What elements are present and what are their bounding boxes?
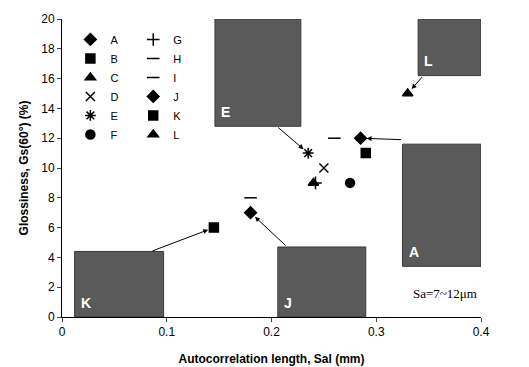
svg-text:16: 16 bbox=[41, 72, 55, 86]
svg-text:Glossiness, Gs(60°) (%): Glossiness, Gs(60°) (%) bbox=[17, 101, 31, 236]
svg-text:0: 0 bbox=[48, 310, 55, 324]
svg-text:L: L bbox=[173, 129, 179, 141]
svg-text:D: D bbox=[110, 91, 118, 103]
svg-text:0: 0 bbox=[59, 325, 66, 339]
svg-text:E: E bbox=[221, 104, 230, 120]
svg-text:J: J bbox=[173, 91, 179, 103]
svg-text:Autocorrelation length, Sal (m: Autocorrelation length, Sal (mm) bbox=[178, 352, 364, 366]
svg-text:0.3: 0.3 bbox=[368, 325, 385, 339]
svg-text:F: F bbox=[110, 129, 117, 141]
svg-text:A: A bbox=[409, 244, 419, 260]
svg-text:0.2: 0.2 bbox=[263, 325, 280, 339]
svg-text:H: H bbox=[173, 53, 181, 65]
svg-text:10: 10 bbox=[41, 161, 55, 175]
svg-text:12: 12 bbox=[41, 131, 55, 145]
svg-text:C: C bbox=[110, 72, 118, 84]
svg-text:0.1: 0.1 bbox=[158, 325, 175, 339]
svg-text:20: 20 bbox=[41, 12, 55, 26]
svg-text:E: E bbox=[110, 110, 117, 122]
svg-text:Sa=7~12μm: Sa=7~12μm bbox=[413, 286, 477, 301]
svg-text:8: 8 bbox=[48, 191, 55, 205]
svg-text:4: 4 bbox=[48, 251, 55, 265]
svg-text:2: 2 bbox=[48, 280, 55, 294]
svg-text:L: L bbox=[424, 53, 433, 69]
svg-text:6: 6 bbox=[48, 221, 55, 235]
svg-text:K: K bbox=[173, 110, 181, 122]
svg-text:A: A bbox=[110, 34, 118, 46]
svg-text:B: B bbox=[110, 53, 117, 65]
svg-text:J: J bbox=[284, 295, 292, 311]
svg-text:K: K bbox=[81, 295, 91, 311]
svg-text:14: 14 bbox=[41, 102, 55, 116]
svg-text:18: 18 bbox=[41, 42, 55, 56]
svg-text:I: I bbox=[173, 72, 176, 84]
svg-text:G: G bbox=[173, 34, 182, 46]
svg-text:0.4: 0.4 bbox=[473, 325, 490, 339]
